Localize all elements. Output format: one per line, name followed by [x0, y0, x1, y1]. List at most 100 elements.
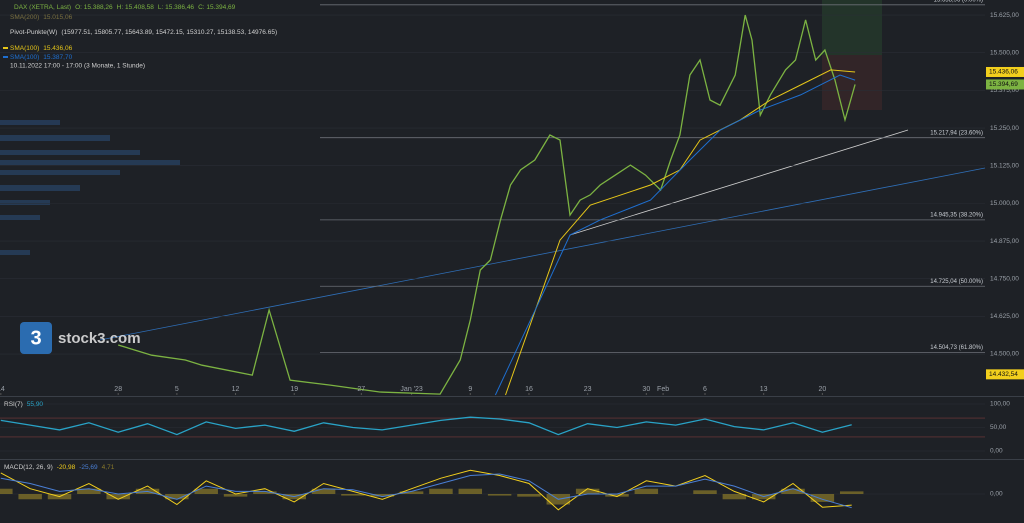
stop-zone	[822, 55, 882, 110]
y-tick-label: 0,00	[990, 491, 1003, 498]
histogram-bar	[106, 494, 130, 500]
watermark: stock3.com	[58, 330, 141, 347]
series-line	[0, 473, 852, 509]
volume-profile	[0, 120, 180, 255]
x-tick-label: 12	[232, 386, 240, 393]
axes: 14.500,00 14.625,00 14.750,00 14.875,00 15.0…	[0, 4, 1024, 498]
price-tag	[986, 79, 1024, 90]
fib-label: 15.658,96 (0.00%)	[934, 0, 983, 3]
histogram-bar	[458, 488, 483, 494]
y-tick-label: 15.375,00	[990, 87, 1019, 94]
x-tick-label: 13	[760, 386, 768, 393]
histogram-bar	[77, 488, 101, 494]
histogram-bar	[487, 494, 512, 496]
histogram-bar	[399, 491, 424, 494]
panel-name: MACD(12, 26, 9)	[4, 464, 53, 471]
histogram-bar	[341, 494, 365, 496]
ohlc-value: C: 15.394,69	[198, 4, 236, 11]
x-tick-label: 20	[818, 386, 826, 393]
histogram-bar	[517, 494, 541, 497]
histogram-bar	[634, 488, 659, 494]
series-line	[118, 14, 856, 395]
y-tick-label: 15.250,00	[990, 125, 1019, 132]
y-tick-label: 15.625,00	[990, 12, 1019, 19]
histogram-bar	[839, 491, 864, 494]
series-line	[0, 416, 852, 436]
fib-label: 14.945,35 (38.20%)	[930, 212, 983, 218]
series-line	[505, 69, 856, 396]
y-tick-label: 100,00	[990, 401, 1010, 408]
x-tick-label: 30	[642, 386, 650, 393]
panel-value: 4,71	[102, 464, 115, 471]
price-tag	[986, 66, 1024, 77]
legend-value: 15.387,70	[43, 54, 72, 61]
indicator: SMA(200) 15.015,06	[10, 14, 73, 21]
x-tick-label: 14	[0, 386, 5, 393]
histogram-bar	[165, 494, 189, 500]
fib-label: 14.725,04 (50.00%)	[930, 279, 983, 285]
title: DAX (XETRA, Last)	[14, 4, 71, 11]
panel-name: RSI(7)	[4, 401, 23, 408]
x-tick-label: 5	[175, 386, 179, 393]
macd-panel	[0, 469, 985, 511]
series-line	[0, 469, 852, 511]
x-tick-label: 9	[468, 386, 472, 393]
x-tick-label: Jan '23	[400, 386, 422, 393]
legend-entry: SMA(100) 15.387,70	[10, 54, 73, 61]
y-tick-label: 50,00	[990, 424, 1007, 431]
x-tick-label: 28	[114, 386, 122, 393]
price-tag-label: 14.432,54	[989, 371, 1018, 378]
x-tick-label: 6	[703, 386, 707, 393]
trend-line	[569, 129, 909, 236]
panel-value: -20,98	[57, 464, 76, 471]
histogram-bar	[693, 490, 717, 494]
legend-name: SMA(100)	[10, 45, 39, 52]
histogram-bar	[223, 494, 248, 497]
panel-title: MACD(12, 26, 9) -20,98 -25,69 4,71	[4, 464, 115, 471]
price-tag-label: 15.394,69	[989, 81, 1018, 88]
y-tick-label: 0,00	[990, 448, 1003, 455]
rsi-panel	[0, 403, 985, 452]
ohlc-value: L: 15.386,46	[158, 4, 195, 11]
logo-icon	[20, 322, 52, 354]
price-tag	[986, 369, 1024, 380]
indicator: Pivot-Punkte(W) (15977.51, 15805.77, 1564…	[10, 29, 277, 36]
histogram-bar	[370, 494, 394, 497]
histogram-bar	[722, 494, 747, 500]
histogram-bar	[194, 488, 218, 494]
legend-swatch	[3, 47, 8, 49]
indicator-name: Pivot-Punkte(W)	[10, 29, 57, 36]
histogram-bar	[18, 494, 42, 500]
histogram-bar	[253, 491, 277, 494]
y-tick-label: 14.750,00	[990, 275, 1019, 282]
series-line	[494, 74, 856, 396]
header-title: DAX (XETRA, Last) O: 15.388,26 H: 15.408,5…	[14, 4, 236, 11]
target-zone	[822, 0, 882, 55]
x-tick-label: Feb	[657, 386, 669, 393]
ohlc-value: H: 15.408,58	[117, 4, 155, 11]
panel-value: 55,90	[27, 401, 44, 408]
histogram-bar	[575, 488, 600, 494]
y-tick-label: 14.875,00	[990, 238, 1019, 245]
y-tick-label: 14.500,00	[990, 351, 1019, 358]
y-tick-label: 14.625,00	[990, 313, 1019, 320]
histogram-bar	[429, 488, 453, 494]
histogram-bar	[605, 494, 629, 497]
indicator-value: (15977.51, 15805.77, 15643.89, 15472.15,…	[61, 29, 277, 36]
x-tick-label: 23	[584, 386, 592, 393]
fib-label: 15.217,94 (23.60%)	[930, 130, 983, 136]
legend-swatch	[3, 56, 8, 58]
histogram-bar	[810, 494, 835, 502]
panel-value: -25,69	[79, 464, 98, 471]
x-tick-label: 19	[290, 386, 298, 393]
legend-entry: SMA(100) 15.436,06	[10, 45, 73, 52]
fib-label: 14.504,73 (61.80%)	[930, 345, 983, 351]
indicator-name: SMA(200)	[10, 14, 39, 21]
ohlc-value: O: 15.388,26	[75, 4, 113, 11]
period: 10.11.2022 17:00 - 17:00 (3 Monate, 1 St…	[10, 63, 145, 70]
logo-glyph: 3	[30, 327, 41, 349]
legend-value: 15.436,06	[43, 45, 72, 52]
